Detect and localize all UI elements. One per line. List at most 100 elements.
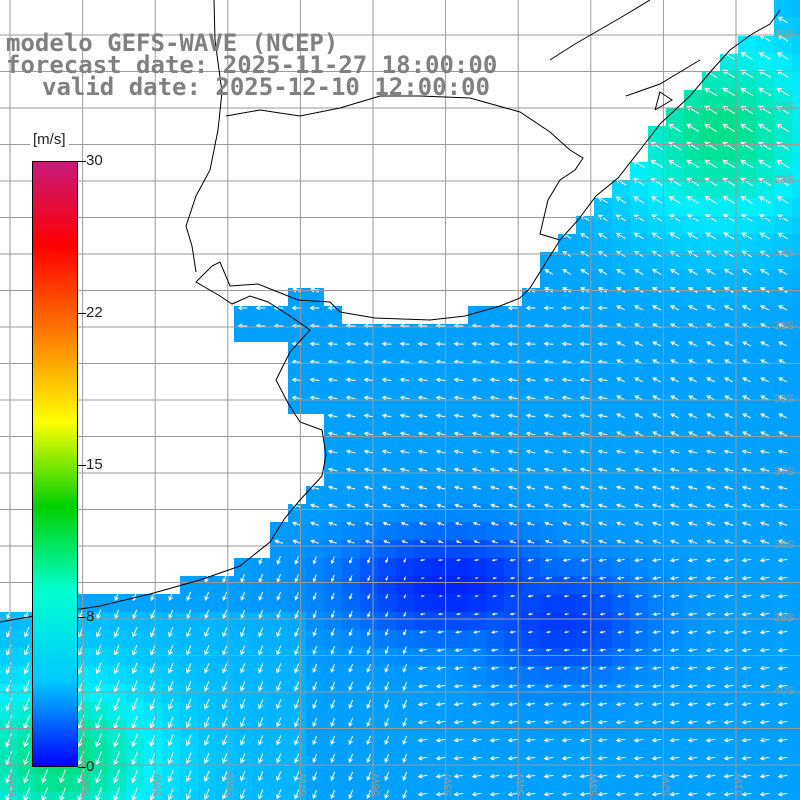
wind-cell — [630, 198, 648, 216]
wind-cell — [720, 576, 738, 594]
wind-cell — [702, 666, 720, 684]
wind-cell — [486, 612, 504, 630]
wind-cell — [594, 396, 612, 414]
wind-cell — [324, 774, 342, 792]
wind-arrow — [399, 485, 410, 490]
wind-arrow — [203, 770, 210, 782]
wind-arrow — [599, 594, 606, 598]
wind-cell — [468, 540, 486, 558]
wind-cell — [450, 486, 468, 504]
wind-cell — [108, 648, 126, 666]
wind-cell — [486, 702, 504, 720]
wind-arrow — [777, 755, 788, 761]
wind-arrow — [258, 627, 264, 638]
wind-arrow — [561, 467, 572, 472]
wind-arrow — [527, 648, 534, 652]
wind-arrow — [327, 377, 338, 383]
wind-arrow — [114, 591, 120, 602]
wind-cell — [684, 792, 702, 800]
wind-cell — [72, 792, 90, 800]
wind-arrow — [349, 575, 353, 582]
wind-cell — [738, 54, 756, 72]
wind-cell — [234, 306, 252, 324]
wind-cell — [396, 396, 414, 414]
wind-cell — [720, 486, 738, 504]
wind-cell — [702, 468, 720, 486]
wind-arrow — [507, 791, 518, 797]
wind-arrow — [258, 753, 264, 764]
wind-arrow — [348, 556, 353, 564]
wind-arrow — [240, 789, 246, 800]
wind-cell — [288, 522, 306, 540]
wind-cell — [558, 288, 576, 306]
wind-arrow — [544, 539, 553, 544]
wind-cell — [630, 162, 648, 180]
wind-arrow — [489, 431, 500, 437]
wind-cell — [648, 792, 666, 800]
wind-cell — [756, 504, 774, 522]
wind-arrow — [616, 413, 626, 419]
wind-cell — [666, 342, 684, 360]
wind-arrow — [582, 612, 587, 616]
wind-cell — [324, 306, 342, 324]
wind-arrow — [327, 467, 338, 472]
wind-cell — [486, 468, 504, 486]
wind-arrow — [652, 431, 662, 437]
wind-cell — [558, 684, 576, 702]
wind-cell — [666, 432, 684, 450]
wind-arrow — [366, 789, 372, 800]
wind-cell — [72, 774, 90, 792]
wind-cell — [90, 630, 108, 648]
wind-arrow — [758, 196, 771, 204]
wind-arrow — [41, 787, 49, 800]
wind-cell — [630, 180, 648, 198]
wind-arrow — [382, 503, 392, 508]
wind-cell — [684, 504, 702, 522]
wind-cell — [756, 684, 774, 702]
wind-arrow — [345, 395, 356, 401]
wind-cell — [540, 468, 558, 486]
wind-cell — [360, 792, 378, 800]
wind-cell — [702, 234, 720, 252]
wind-cell — [522, 306, 540, 324]
wind-arrow — [759, 791, 770, 797]
wind-arrow — [471, 737, 482, 743]
wind-cell — [180, 612, 198, 630]
wind-cell — [666, 702, 684, 720]
wind-cell — [612, 216, 630, 234]
wind-cell — [720, 558, 738, 576]
wind-cell — [720, 324, 738, 342]
wind-cell — [792, 342, 800, 360]
wind-cell — [756, 252, 774, 270]
wind-cell — [756, 360, 774, 378]
wind-cell — [738, 288, 756, 306]
wind-arrow — [705, 557, 716, 563]
wind-arrow — [758, 123, 772, 133]
wind-arrow — [633, 719, 644, 725]
wind-arrow — [545, 648, 552, 652]
wind-cell — [432, 630, 450, 648]
wind-arrow — [525, 431, 536, 437]
wind-arrow — [705, 232, 717, 240]
wind-cell — [396, 342, 414, 360]
wind-arrow — [705, 575, 716, 581]
wind-cell — [774, 684, 792, 702]
wind-arrow — [384, 646, 389, 655]
wind-arrow — [401, 540, 408, 544]
wind-arrow — [489, 719, 500, 725]
wind-cell — [252, 324, 270, 342]
wind-arrow — [563, 666, 571, 670]
wind-cell — [558, 450, 576, 468]
wind-cell — [468, 612, 486, 630]
wind-arrow — [597, 467, 608, 472]
wind-arrow — [327, 395, 338, 401]
wind-arrow — [454, 503, 463, 508]
wind-arrow — [525, 719, 536, 725]
wind-cell — [360, 468, 378, 486]
wind-cell — [684, 378, 702, 396]
wind-cell — [666, 126, 684, 144]
wind-arrow — [561, 791, 572, 797]
wind-cell — [414, 774, 432, 792]
wind-arrow — [722, 123, 736, 133]
wind-cell — [432, 540, 450, 558]
